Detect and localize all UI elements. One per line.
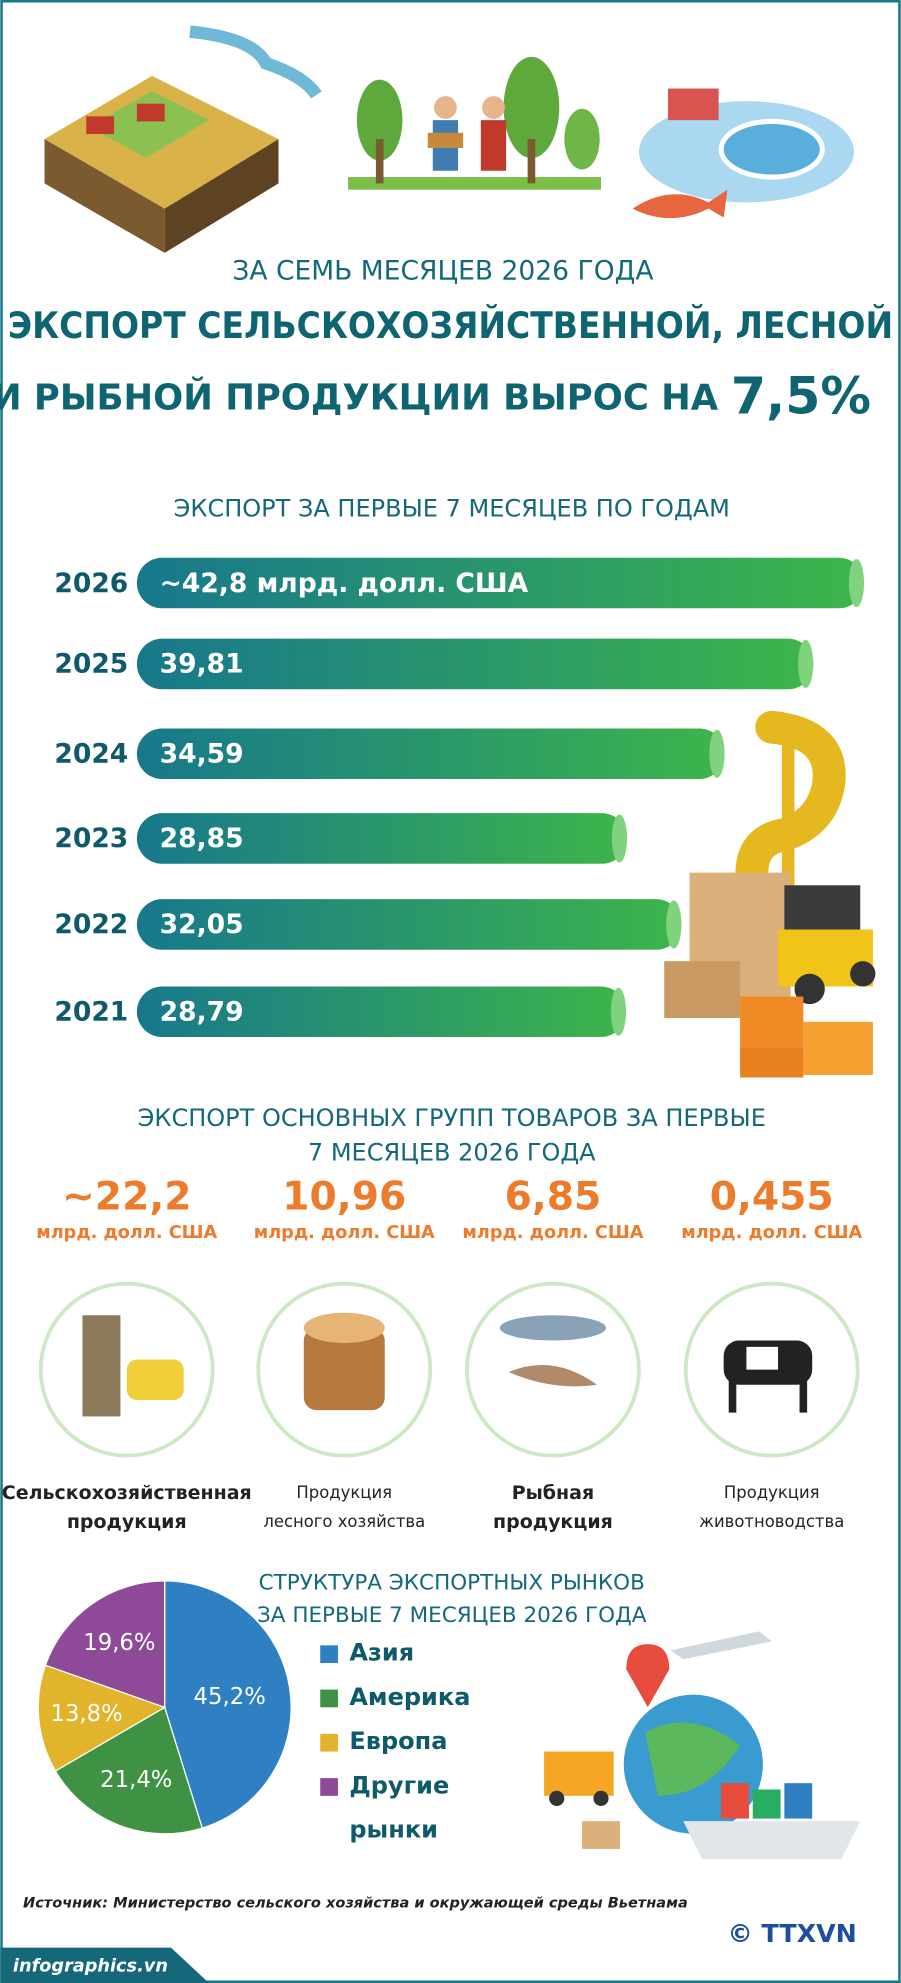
pie-slice bbox=[37, 1664, 167, 1772]
group-value: ~22,2 bbox=[62, 1174, 192, 1219]
pie-slice bbox=[54, 1706, 204, 1835]
chart-title: ЭКСПОРТ ЗА ПЕРВЫЕ 7 МЕСЯЦЕВ ПО ГОДАМ bbox=[174, 495, 730, 523]
bar-cap bbox=[610, 987, 627, 1036]
group-icon bbox=[746, 1346, 779, 1370]
group-unit: млрд. долл. США bbox=[462, 1223, 643, 1243]
farmers-illustration bbox=[348, 56, 601, 190]
group-name: Сельскохозяйственная bbox=[2, 1482, 252, 1504]
bar bbox=[136, 557, 865, 609]
group-name: Рыбная bbox=[512, 1482, 594, 1504]
value-label: 28,79 bbox=[160, 996, 244, 1027]
source: Источник: Министерство сельского хозяйст… bbox=[23, 1895, 688, 1911]
farm-illustration bbox=[44, 25, 322, 253]
group-unit: млрд. долл. США bbox=[36, 1223, 217, 1243]
year-label: 2024 bbox=[54, 739, 128, 770]
fishery-illustration bbox=[632, 88, 854, 219]
bar bbox=[136, 728, 725, 780]
title-line: ЭКСПОРТ СЕЛЬСКОХОЗЯЙСТВЕННОЙ, ЛЕСНОЙ bbox=[8, 303, 893, 347]
pie-slice bbox=[44, 1580, 166, 1709]
group-unit: млрд. долл. США bbox=[681, 1223, 862, 1243]
legend-label: Другие рынки bbox=[349, 1771, 450, 1844]
legend-swatch bbox=[320, 1733, 338, 1752]
legend-swatch bbox=[320, 1689, 338, 1708]
year-label: 2022 bbox=[54, 909, 128, 940]
groups-title: 7 МЕСЯЦЕВ 2026 ГОДА bbox=[308, 1138, 596, 1166]
title-highlight: 7,5% bbox=[731, 366, 871, 425]
group-name: продукция bbox=[67, 1511, 187, 1533]
group-name: Продукция bbox=[296, 1483, 392, 1502]
pie-label: 13,8% bbox=[50, 1701, 122, 1727]
value-label: 28,85 bbox=[160, 823, 244, 854]
bar-cap bbox=[666, 900, 682, 949]
group-unit: млрд. долл. США bbox=[254, 1223, 435, 1243]
groups: ~22,2 млрд. долл. США Сельскохозяйственная… bbox=[2, 1174, 863, 1533]
pie-label: 19,6% bbox=[83, 1630, 155, 1656]
value-label: 39,81 bbox=[160, 649, 244, 680]
groups-title: ЭКСПОРТ ОСНОВНЫХ ГРУПП ТОВАРОВ ЗА ПЕРВЫЕ bbox=[138, 1104, 766, 1132]
legend-swatch bbox=[320, 1645, 338, 1664]
chart-title: СТРУКТУРА ЭКСПОРТНЫХ РЫНКОВ bbox=[259, 1570, 645, 1595]
group-name: лесного хозяйства bbox=[263, 1512, 425, 1531]
group-icon bbox=[303, 1327, 385, 1411]
bar bbox=[136, 899, 682, 950]
group-icon bbox=[728, 1381, 737, 1413]
pie-chart: СТРУКТУРА ЭКСПОРТНЫХ РЫНКОВ ЗА ПЕРВЫЕ 7 М… bbox=[37, 1570, 647, 1844]
bar-cap bbox=[611, 814, 628, 863]
bar bbox=[136, 986, 627, 1038]
legend-item: Европа bbox=[349, 1727, 448, 1756]
bar bbox=[136, 813, 628, 864]
pie-slice bbox=[164, 1580, 292, 1829]
footer-band bbox=[0, 1947, 209, 1983]
legend-label: Европа bbox=[349, 1727, 448, 1756]
agency: © TTXVN bbox=[727, 1919, 856, 1948]
group-icon bbox=[508, 1365, 598, 1387]
group-icon bbox=[499, 1315, 607, 1341]
bar-chart: ЭКСПОРТ ЗА ПЕРВЫЕ 7 МЕСЯЦЕВ ПО ГОДАМ 2026… bbox=[54, 495, 865, 1038]
legend-item: Америка bbox=[349, 1683, 470, 1712]
value-label: 32,05 bbox=[160, 909, 244, 940]
pie-label: 45,2% bbox=[194, 1684, 266, 1710]
group-icon bbox=[126, 1359, 184, 1400]
value-label: ~42,8 млрд. долл. США bbox=[160, 568, 529, 599]
legend-label: Америка bbox=[349, 1683, 470, 1712]
group-name: продукция bbox=[493, 1511, 613, 1533]
legend-item: Другие рынки bbox=[349, 1771, 450, 1844]
pie-label: 21,4% bbox=[100, 1767, 172, 1793]
year-label: 2025 bbox=[54, 649, 128, 680]
bar bbox=[136, 638, 814, 690]
title-text: И РЫБНОЙ ПРОДУКЦИИ ВЫРОС НА bbox=[0, 377, 719, 419]
year-label: 2023 bbox=[54, 823, 128, 854]
legend-swatch bbox=[320, 1778, 338, 1796]
bar-cap bbox=[709, 729, 725, 778]
site: infographics.vn bbox=[13, 1957, 168, 1977]
group-icon bbox=[799, 1381, 808, 1413]
year-label: 2021 bbox=[54, 996, 128, 1027]
group-value: 10,96 bbox=[282, 1174, 406, 1219]
chart-title: ЗА ПЕРВЫЕ 7 МЕСЯЦЕВ 2026 ГОДА bbox=[257, 1603, 647, 1628]
value-label: 34,59 bbox=[160, 739, 244, 770]
cargo-illustration bbox=[664, 710, 876, 1078]
legend-item: Азия bbox=[349, 1639, 415, 1667]
group-name: животноводства bbox=[699, 1512, 844, 1531]
logistics-illustration bbox=[544, 1631, 861, 1860]
group-value: 6,85 bbox=[505, 1174, 602, 1219]
group-icon bbox=[303, 1312, 385, 1344]
group-value: 0,455 bbox=[710, 1174, 834, 1219]
title-line: И РЫБНОЙ ПРОДУКЦИИ ВЫРОС НА 7,5% bbox=[0, 366, 871, 425]
bar-cap bbox=[798, 639, 814, 688]
legend-label: Азия bbox=[349, 1639, 415, 1667]
bar-cap bbox=[848, 558, 865, 608]
group-icon bbox=[82, 1315, 121, 1417]
subtitle: ЗА СЕМЬ МЕСЯЦЕВ 2026 ГОДА bbox=[232, 255, 653, 286]
group-name: Продукция bbox=[724, 1483, 820, 1502]
year-label: 2026 bbox=[54, 568, 128, 599]
group-icon-frame bbox=[38, 1281, 215, 1458]
